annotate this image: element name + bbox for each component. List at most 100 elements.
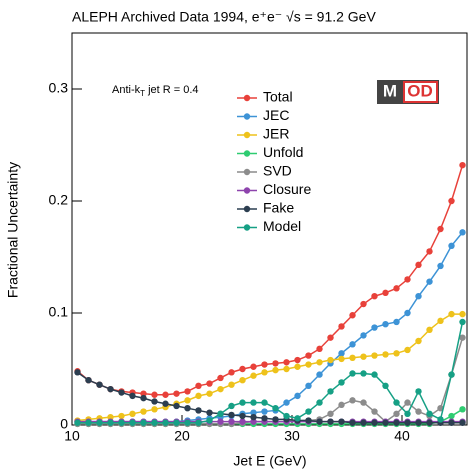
data-point (316, 371, 323, 378)
data-point (404, 399, 411, 406)
data-point (360, 399, 367, 406)
data-point (272, 360, 279, 367)
data-point (316, 345, 323, 353)
data-point (426, 326, 433, 333)
data-point (382, 321, 389, 328)
data-point (173, 419, 180, 426)
data-point (415, 419, 422, 426)
legend-label: SVD (263, 163, 292, 179)
data-point (162, 419, 169, 426)
legend-label: Model (263, 218, 301, 234)
legend-marker (243, 94, 251, 102)
data-point (327, 418, 334, 425)
data-point (393, 318, 400, 326)
data-point (382, 382, 389, 389)
data-point (283, 399, 290, 406)
legend-marker (243, 113, 251, 120)
data-point (195, 407, 202, 414)
series (74, 369, 466, 426)
legend-marker (243, 205, 251, 213)
data-point (173, 390, 180, 397)
legend-label: JEC (263, 107, 289, 123)
data-point (338, 401, 345, 409)
data-point (349, 419, 356, 426)
data-point (437, 262, 444, 270)
data-point (338, 323, 345, 330)
data-point (228, 418, 235, 425)
legend-marker (243, 131, 251, 139)
data-point (404, 276, 411, 283)
data-point (448, 371, 455, 378)
data-point (74, 419, 81, 426)
data-point (129, 392, 136, 400)
data-point (426, 419, 433, 426)
data-point (74, 369, 81, 376)
data-point (404, 309, 411, 317)
data-point (316, 418, 323, 425)
data-point (261, 399, 268, 406)
annotation-subscript: T (140, 89, 145, 98)
series (74, 161, 466, 398)
data-point (415, 293, 422, 300)
data-point (184, 405, 191, 412)
data-point (426, 248, 433, 255)
data-point (459, 310, 466, 318)
data-point (129, 419, 136, 426)
data-point (173, 402, 180, 410)
data-point (338, 418, 345, 425)
data-point (272, 405, 279, 412)
data-point (217, 418, 224, 425)
y-tick-label: 0.2 (49, 192, 69, 208)
legend-marker (243, 150, 251, 157)
data-point (283, 359, 290, 366)
data-point (96, 419, 103, 426)
logo: M OD (377, 80, 439, 104)
data-point (448, 197, 455, 205)
data-point (151, 398, 158, 405)
data-point (228, 369, 235, 376)
data-point (250, 418, 257, 425)
data-point (217, 374, 224, 382)
data-point (107, 385, 114, 393)
data-point (393, 399, 400, 406)
data-point (459, 161, 466, 169)
data-point (107, 419, 114, 426)
data-point (250, 399, 257, 406)
data-point (85, 377, 92, 384)
data-point (206, 417, 213, 424)
data-point (426, 410, 433, 417)
data-point (316, 359, 323, 366)
data-point (184, 388, 191, 395)
data-point (371, 324, 378, 331)
logo-text: M (383, 81, 397, 100)
data-point (283, 365, 290, 373)
data-point (371, 408, 378, 415)
data-point (239, 365, 246, 373)
annotation: Anti-kT jet R = 0.4 (112, 84, 199, 98)
data-point (437, 225, 444, 233)
data-point (448, 412, 455, 420)
data-point (206, 390, 213, 397)
data-point (184, 397, 191, 404)
data-point (305, 417, 312, 424)
data-point (261, 369, 268, 376)
series-line (77, 321, 464, 424)
legend-label: JER (263, 126, 289, 142)
data-point (118, 389, 125, 396)
data-point (294, 363, 301, 370)
data-point (151, 406, 158, 413)
data-point (184, 419, 191, 426)
data-point (272, 416, 279, 423)
annotation-text: Anti-k (112, 84, 141, 96)
data-point (206, 409, 213, 416)
data-point (382, 351, 389, 358)
data-point (305, 408, 312, 415)
data-point (404, 346, 411, 354)
data-point (250, 363, 257, 370)
data-point (294, 392, 301, 400)
data-point (250, 413, 257, 421)
data-point (349, 312, 356, 319)
x-tick-label: 30 (284, 428, 300, 444)
data-point (349, 397, 356, 404)
